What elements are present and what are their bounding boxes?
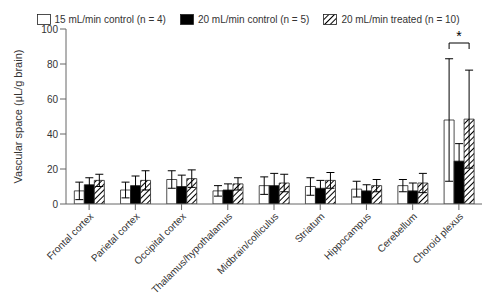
svg-text:80: 80 — [47, 59, 59, 70]
svg-text:20: 20 — [47, 164, 59, 175]
html-text:20 mL/min treated (n = 10): 20 mL/min treated (n = 10) — [341, 14, 460, 25]
svg-text:Striatum: Striatum — [293, 211, 327, 245]
svg-text:Choroid plexus: Choroid plexus — [410, 211, 465, 266]
svg-text:*: * — [456, 28, 462, 44]
svg-text:0: 0 — [52, 199, 58, 210]
svg-text:Parietal cortex: Parietal cortex — [88, 210, 142, 264]
svg-text:Thalamus/hypothalamus: Thalamus/hypothalamus — [149, 211, 234, 296]
svg-text:Midbrain/colliculus: Midbrain/colliculus — [215, 211, 281, 277]
svg-text:Cerebellum: Cerebellum — [375, 211, 419, 255]
svg-text:Vascular space (μL/g brain): Vascular space (μL/g brain) — [12, 50, 24, 184]
html-text:20 mL/min control (n = 5): 20 mL/min control (n = 5) — [197, 14, 310, 25]
svg-text:Hippocampus: Hippocampus — [322, 211, 373, 262]
svg-text:Occipital cortex: Occipital cortex — [131, 210, 188, 267]
svg-text:Frontal cortex: Frontal cortex — [45, 211, 96, 262]
svg-text:60: 60 — [47, 94, 59, 105]
svg-text:40: 40 — [47, 129, 59, 140]
html-text:15 mL/min control (n = 4): 15 mL/min control (n = 4) — [54, 14, 166, 25]
svg-text:100: 100 — [41, 24, 58, 35]
